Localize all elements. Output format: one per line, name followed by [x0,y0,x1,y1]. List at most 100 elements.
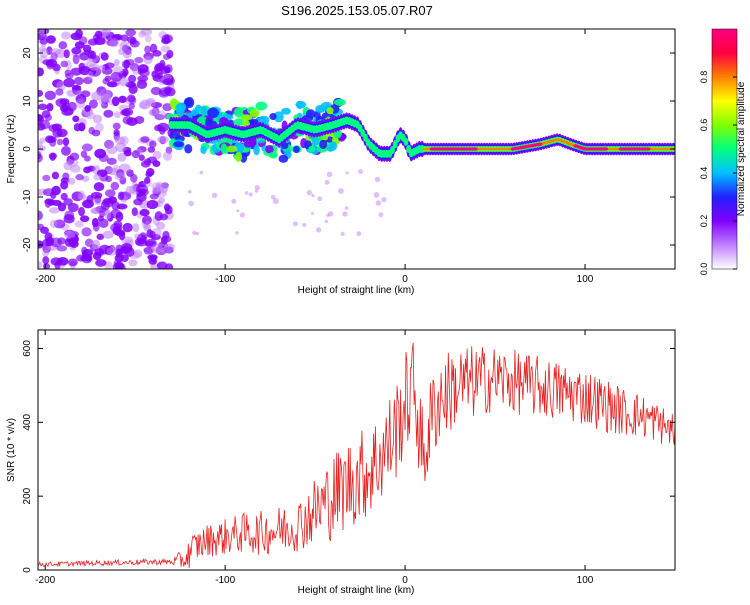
heatmap-cell [104,209,112,220]
heatmap-cell [195,231,200,236]
heatmap-cell [84,155,91,162]
heatmap-cell [155,184,165,193]
heatmap-cell [105,175,112,183]
heatmap-cell [176,106,185,117]
snr-background [38,330,675,570]
heatmap-cell [86,58,96,68]
snr-y-ticks: 0 200 400 600 [22,340,675,573]
heatmap-cell [85,112,96,120]
heatmap-cell [199,170,204,175]
heatmap-cell [149,43,158,53]
heatmap-cell [327,211,334,217]
heatmap-cell [106,81,118,88]
heatmap-cell [324,219,329,224]
heatmap-cell [139,208,150,217]
heatmap-cell [69,240,79,248]
heatmap-cell [75,29,83,39]
x-tick-label: -100 [215,274,235,285]
heatmap-cell [92,198,103,205]
heatmap-cell [220,143,228,154]
heatmap-cell [107,196,118,204]
heatmap-cell [103,109,114,118]
heatmap-cell [356,231,362,237]
heatmap-cell [134,56,144,64]
heatmap-cell [64,69,72,77]
heatmap-cell [190,109,199,116]
heatmap-cell [645,147,651,151]
heatmap-cell [143,55,153,65]
heatmap-cell [173,141,184,148]
heatmap-cell [39,38,48,45]
x-tick-label: -100 [215,575,235,586]
heatmap-cell [324,179,330,185]
heatmap-cell [60,60,69,68]
heatmap-cell [292,221,298,227]
heatmap-cell [281,107,291,115]
heatmap-cell [378,212,384,218]
heatmap-cell [77,193,88,201]
y-tick-label: 200 [22,487,33,504]
heatmap-cell [57,202,67,212]
heatmap-cell [112,122,121,130]
heatmap-cell [119,176,127,185]
heatmap-cell [81,227,92,237]
snr-panel: -200 -100 0 100 0 200 400 600 Height of straig… [6,329,676,596]
heatmap-cell [42,174,51,182]
heatmap-cell [94,148,107,159]
heatmap-cell [52,127,63,138]
heatmap-cell [120,109,131,116]
heatmap-cell [233,118,245,126]
heatmap-cell [306,189,312,196]
heatmap-cell [67,202,79,213]
heatmap-cell [163,244,174,253]
heatmap-cell [38,89,44,97]
heatmap-cell [114,136,126,145]
snr-x-ticks: -200 -100 0 100 [35,330,594,586]
heatmap-cell [64,210,75,221]
heatmap-cell [162,78,174,86]
heatmap-cell [97,215,104,222]
heatmap-cell [78,62,85,72]
colorbar-tick-label: 0.4 [699,167,709,180]
heatmap-cell [44,90,56,101]
heatmap-cell [71,84,82,91]
heatmap-cell [111,96,120,107]
heatmap-cell [137,64,149,74]
heatmap-cell [42,256,50,265]
heatmap-cell [472,147,478,151]
heatmap-cell [113,59,120,67]
heatmap-cell [71,191,84,202]
heatmap-cell [326,171,333,178]
heatmap-cell [133,249,143,258]
heatmap-cell [104,261,113,269]
heatmap-cell [233,107,246,118]
heatmap-cell [48,207,60,214]
heatmap-cell [38,114,45,124]
heatmap-cell [75,174,84,181]
heatmap-cell [136,79,148,89]
heatmap-cell [104,189,116,198]
heatmap-cell [117,191,125,201]
heatmap-cell [161,37,171,45]
heatmap-cell [51,123,63,131]
heatmap-cell [162,151,173,161]
heatmap-cell [38,32,47,41]
heatmap-cell [136,192,147,202]
heatmap-cell [381,196,387,203]
heatmap-cell [149,193,159,200]
heatmap-cell [152,150,162,160]
heatmap-cell [106,39,118,47]
heatmap-cell [62,172,70,181]
heatmap-cell [200,145,207,154]
heatmap-cell [113,111,122,119]
heatmap-cell [38,223,44,231]
heatmap-cell [116,203,128,210]
heatmap-cell [375,200,382,206]
heatmap-y-label: Frequency (Hz) [6,115,17,184]
heatmap-cell [99,89,112,100]
heatmap-cell [143,158,152,166]
heatmap-cell [61,108,74,116]
heatmap-cell [253,144,260,156]
colorbar-tick-label: 0.2 [699,215,709,228]
